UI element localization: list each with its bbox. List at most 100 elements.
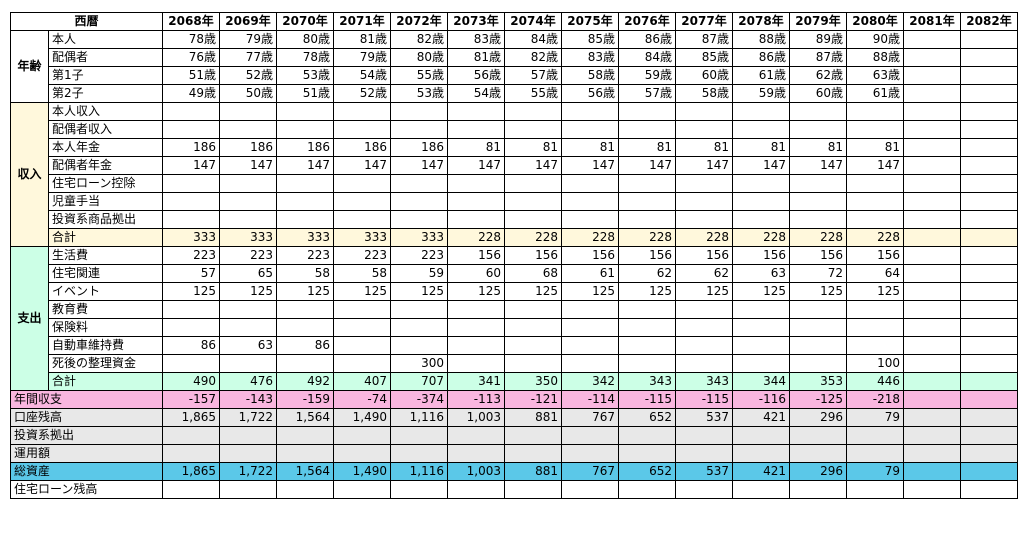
header-label: 西暦 — [10, 12, 163, 31]
income-cell — [447, 102, 505, 121]
age-cell: 57歳 — [504, 66, 562, 85]
income-cell — [789, 102, 847, 121]
summary-label: 投資系拠出 — [10, 426, 163, 445]
age-cell — [960, 30, 1018, 49]
income-total-cell — [903, 228, 961, 247]
cashflow-table-container: 西暦 2068年 2069年 2070年 2071年 2072年 2073年 2074年 207… — [10, 12, 1018, 499]
year-header: 2071年 — [333, 12, 391, 31]
age-cell: 53歳 — [276, 66, 334, 85]
summary-cell — [561, 444, 619, 463]
summary-cell: 1,116 — [390, 408, 448, 427]
income-cell — [675, 174, 733, 193]
summary-cell: -218 — [846, 390, 904, 409]
summary-cell — [276, 480, 334, 499]
row-label: イベント — [48, 282, 163, 301]
income-total-cell: 333 — [162, 228, 220, 247]
summary-cell: 767 — [561, 408, 619, 427]
income-cell: 81 — [675, 138, 733, 157]
age-row: 年齢 本人 78歳 79歳 80歳 81歳 82歳 83歳 84歳 85歳 86歳 87歳 88歳 89歳… — [10, 30, 1018, 103]
age-cell — [903, 30, 961, 49]
summary-label: 年間収支 — [10, 390, 163, 409]
summary-cell — [846, 426, 904, 445]
summary-cell — [618, 480, 676, 499]
summary-cell — [561, 480, 619, 499]
row-label: 生活費 — [48, 246, 163, 265]
row-label: 配偶者 — [48, 48, 163, 67]
income-total-cell: 228 — [732, 228, 790, 247]
expense-cell — [903, 354, 961, 373]
row-label: 配偶者収入 — [48, 120, 163, 139]
summary-cell — [447, 480, 505, 499]
age-cell: 86歳 — [618, 30, 676, 49]
summary-cell: 296 — [789, 462, 847, 481]
expense-cell: 61 — [561, 264, 619, 283]
expense-cell — [960, 246, 1018, 265]
year-header: 2072年 — [390, 12, 448, 31]
age-cell: 63歳 — [846, 66, 904, 85]
summary-cell — [162, 480, 220, 499]
age-cell: 85歳 — [675, 48, 733, 67]
income-cell — [219, 120, 277, 139]
income-cell — [561, 174, 619, 193]
summary-cell — [333, 480, 391, 499]
expense-total-cell: 343 — [675, 372, 733, 391]
income-cell — [732, 120, 790, 139]
expense-cell: 68 — [504, 264, 562, 283]
summary-cell: -113 — [447, 390, 505, 409]
summary-cell — [903, 408, 961, 427]
row-label: 教育費 — [48, 300, 163, 319]
summary-cell — [219, 480, 277, 499]
income-cell: 81 — [504, 138, 562, 157]
income-total-cell: 228 — [447, 228, 505, 247]
expense-cell: 125 — [561, 282, 619, 301]
expense-cell: 223 — [162, 246, 220, 265]
income-total-cell: 228 — [846, 228, 904, 247]
age-group-label: 年齢 — [10, 30, 49, 103]
expense-cell: 156 — [846, 246, 904, 265]
income-cell: 147 — [732, 156, 790, 175]
expense-cell — [903, 264, 961, 283]
age-cell: 82歳 — [390, 30, 448, 49]
income-cell — [390, 102, 448, 121]
expense-cell: 125 — [162, 282, 220, 301]
age-row: 配偶者 76歳 77歳 78歳 79歳 80歳 81歳 82歳 83歳 84歳 85歳 86歳 87歳 8… — [11, 48, 1018, 67]
expense-cell: 125 — [789, 282, 847, 301]
summary-cell — [561, 426, 619, 445]
expense-cell — [504, 300, 562, 319]
expense-total-cell: 350 — [504, 372, 562, 391]
income-cell — [846, 102, 904, 121]
income-cell: 147 — [789, 156, 847, 175]
expense-cell: 100 — [846, 354, 904, 373]
summary-cell: -125 — [789, 390, 847, 409]
summary-cell — [390, 480, 448, 499]
expense-cell — [447, 318, 505, 337]
income-cell: 186 — [162, 138, 220, 157]
expense-group-label: 支出 — [10, 246, 49, 391]
income-cell — [789, 120, 847, 139]
income-total-cell: 333 — [333, 228, 391, 247]
summary-cell: -114 — [561, 390, 619, 409]
summary-cell — [789, 426, 847, 445]
income-cell — [276, 120, 334, 139]
expense-cell: 62 — [675, 264, 733, 283]
income-cell — [960, 120, 1018, 139]
expense-row: イベント 125 125 125 125 125 125 125 125 125 125 125 125… — [11, 282, 1018, 301]
income-cell — [390, 174, 448, 193]
expense-total-cell: 341 — [447, 372, 505, 391]
income-cell — [219, 192, 277, 211]
income-row: 児童手当 — [11, 192, 1018, 211]
expense-cell — [846, 300, 904, 319]
summary-cell: 1,003 — [447, 408, 505, 427]
summary-cell: -74 — [333, 390, 391, 409]
expense-cell: 62 — [618, 264, 676, 283]
expense-cell — [675, 354, 733, 373]
expense-cell — [732, 300, 790, 319]
expense-cell: 86 — [162, 336, 220, 355]
expense-cell: 156 — [447, 246, 505, 265]
summary-cell — [447, 426, 505, 445]
income-cell: 147 — [447, 156, 505, 175]
row-label: 本人 — [48, 30, 163, 49]
summary-cell: 1,722 — [219, 462, 277, 481]
income-cell — [618, 174, 676, 193]
age-row: 第2子 49歳 50歳 51歳 52歳 53歳 54歳 55歳 56歳 57歳 58歳 59歳 60歳 6… — [11, 84, 1018, 103]
